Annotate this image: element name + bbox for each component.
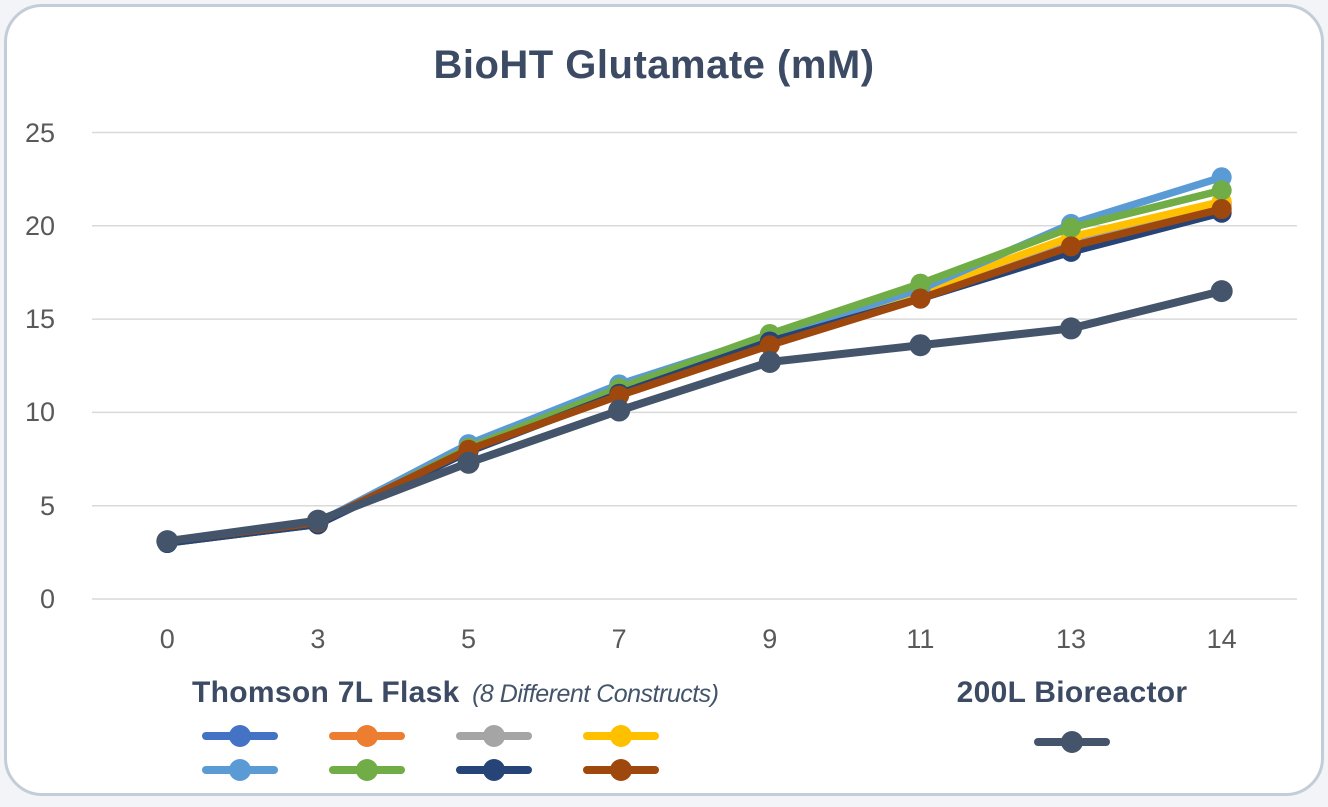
- data-point-construct-8-dark-orange-x14: [1211, 199, 1232, 220]
- data-point-200L-bioreactor-x0: [156, 530, 179, 553]
- data-point-200L-bioreactor-x7: [608, 399, 631, 422]
- legend-marker-dot: [610, 759, 632, 781]
- legend-marker-dot: [229, 759, 251, 781]
- legend-flask-group: Thomson 7L Flask (8 Different Constructs…: [192, 676, 719, 781]
- legend-swatch-construct-6: [329, 759, 405, 781]
- legend-swatch-construct-5: [202, 759, 278, 781]
- legend-swatch-construct-7: [456, 759, 532, 781]
- data-point-construct-8-dark-orange-x11: [910, 288, 931, 309]
- x-axis-tick-3: 3: [310, 624, 326, 654]
- series-line-construct-7-navy: [163, 208, 1226, 547]
- x-axis-tick-14: 14: [1206, 624, 1237, 654]
- x-axis-tick-5: 5: [461, 624, 477, 654]
- legend-swatch-construct-8: [583, 759, 659, 781]
- legend-marker-dot: [356, 725, 378, 747]
- data-point-200L-bioreactor-x11: [909, 334, 932, 357]
- data-point-200L-bioreactor-x14: [1210, 280, 1233, 303]
- legend-bioreactor-title: 200L Bioreactor: [956, 676, 1188, 709]
- data-point-200L-bioreactor-x9: [758, 351, 781, 374]
- y-axis-tick-5: 5: [39, 490, 55, 521]
- data-point-construct-8-dark-orange-x9: [759, 335, 780, 356]
- data-point-construct-6-green-x14: [1211, 180, 1232, 201]
- data-point-200L-bioreactor-x3: [306, 509, 329, 532]
- chart-plot-area: [92, 131, 1297, 600]
- legend-marker-dot: [483, 759, 505, 781]
- y-axis-tick-20: 20: [24, 210, 55, 241]
- legend-swatch-row-2: [192, 759, 719, 781]
- legend-marker-dot: [229, 725, 251, 747]
- legend-bioreactor-group: 200L Bioreactor: [932, 676, 1212, 753]
- data-point-construct-8-dark-orange-x13: [1061, 236, 1082, 257]
- legend-marker-dot: [610, 725, 632, 747]
- legend-swatch-construct-2: [329, 725, 405, 747]
- legend-swatch-construct-1: [202, 725, 278, 747]
- legend-swatch-row-1: [192, 725, 719, 747]
- card-frame: BioHT Glutamate (mM) 0 5 10 15 20 25 0 3 5 7 9 11 1…: [4, 4, 1324, 796]
- data-point-construct-6-green-x13: [1061, 217, 1082, 238]
- legend-marker-dot: [356, 759, 378, 781]
- legend-flask-subtitle: (8 Different Constructs): [472, 680, 719, 708]
- data-point-construct-8-dark-orange-x7: [609, 385, 630, 406]
- data-point-200L-bioreactor-x5: [457, 451, 480, 474]
- data-point-200L-bioreactor-x13: [1060, 317, 1083, 340]
- y-axis-tick-25: 25: [24, 117, 55, 148]
- x-axis-tick-0: 0: [159, 624, 175, 654]
- series-line-200L-bioreactor: [163, 287, 1226, 546]
- legend-marker-dot: [1061, 731, 1083, 753]
- legend-swatch-bioreactor: [1034, 731, 1110, 753]
- legend-flask-title: Thomson 7L Flask: [192, 676, 460, 709]
- data-point-construct-6-green-x11: [910, 273, 931, 294]
- y-axis-tick-0: 0: [39, 584, 55, 614]
- legend-swatch-construct-4: [583, 725, 659, 747]
- x-axis-tick-9: 9: [762, 624, 778, 654]
- x-axis-tick-7: 7: [611, 624, 627, 654]
- legend-swatch-construct-3: [456, 725, 532, 747]
- chart-title: BioHT Glutamate (mM): [433, 43, 875, 87]
- y-axis-tick-15: 15: [24, 304, 55, 335]
- x-axis-tick-11: 11: [906, 624, 935, 654]
- y-axis-tick-10: 10: [24, 397, 55, 428]
- x-axis-tick-13: 13: [1056, 624, 1087, 654]
- legend-marker-dot: [483, 725, 505, 747]
- series-line-construct-8-dark-orange: [163, 205, 1226, 545]
